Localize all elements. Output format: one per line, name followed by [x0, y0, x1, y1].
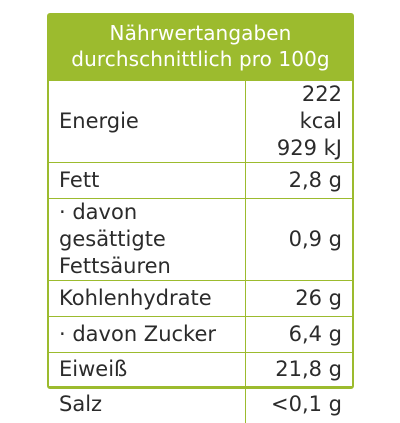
row-kohlenhydrate: Kohlenhydrate 26 g	[49, 280, 352, 317]
row-name: Salz	[49, 386, 246, 423]
row-name-text: Kohlenhydrate	[59, 286, 212, 310]
value-kcal: 222 kcal	[299, 82, 342, 133]
row-value-text: 6,4 g	[288, 322, 342, 346]
row-name-text: · davon Zucker	[59, 322, 217, 346]
nutrition-table: Energie 222 kcal 929 kJ Fett 2,8 g · dav…	[49, 81, 352, 423]
row-zucker: · davon Zucker 6,4 g	[49, 316, 352, 353]
label-header: Nährwertangaben durchschnittlich pro 100…	[49, 15, 352, 81]
row-fett: Fett 2,8 g	[49, 162, 352, 199]
row-value-text: 0,9 g	[288, 227, 342, 251]
row-name: · davon Zucker	[49, 316, 246, 353]
row-name-text: Fett	[59, 168, 100, 192]
row-name: · davon gesättigte Fettsäuren	[49, 198, 246, 281]
header-title: Nährwertangaben	[109, 21, 292, 45]
row-name: Kohlenhydrate	[49, 280, 246, 317]
row-value: 0,9 g	[245, 198, 352, 281]
value-kj: 929 kJ	[276, 136, 342, 160]
row-eiweiss: Eiweiß 21,8 g	[49, 352, 352, 387]
row-value: <0,1 g	[245, 387, 352, 423]
row-name-text: Salz	[59, 392, 103, 417]
row-name-text: Energie	[59, 109, 139, 133]
row-value-text: <0,1 g	[271, 392, 342, 417]
row-gesaettigte-fettsaeuren: · davon gesättigte Fettsäuren 0,9 g	[49, 198, 352, 281]
row-value: 21,8 g	[245, 352, 352, 387]
row-energie: Energie 222 kcal 929 kJ	[49, 81, 352, 163]
row-name: Eiweiß	[49, 352, 246, 387]
row-name-text: Eiweiß	[59, 357, 128, 381]
row-name-line1: · davon gesättigte	[59, 200, 166, 251]
nutrition-label: Nährwertangaben durchschnittlich pro 100…	[47, 13, 354, 423]
row-value: 6,4 g	[245, 316, 352, 353]
row-value: 222 kcal 929 kJ	[245, 81, 352, 163]
row-value-text: 26 g	[295, 286, 342, 310]
row-salz: Salz <0,1 g	[49, 386, 352, 423]
row-name-line2: Fettsäuren	[59, 254, 171, 278]
row-value-text: 21,8 g	[275, 357, 342, 381]
row-name: Energie	[49, 81, 246, 163]
header-subtitle: durchschnittlich pro 100g	[71, 47, 330, 71]
row-name: Fett	[49, 162, 246, 199]
row-value-text: 2,8 g	[288, 168, 342, 192]
row-value: 26 g	[245, 280, 352, 317]
row-value: 2,8 g	[245, 162, 352, 199]
